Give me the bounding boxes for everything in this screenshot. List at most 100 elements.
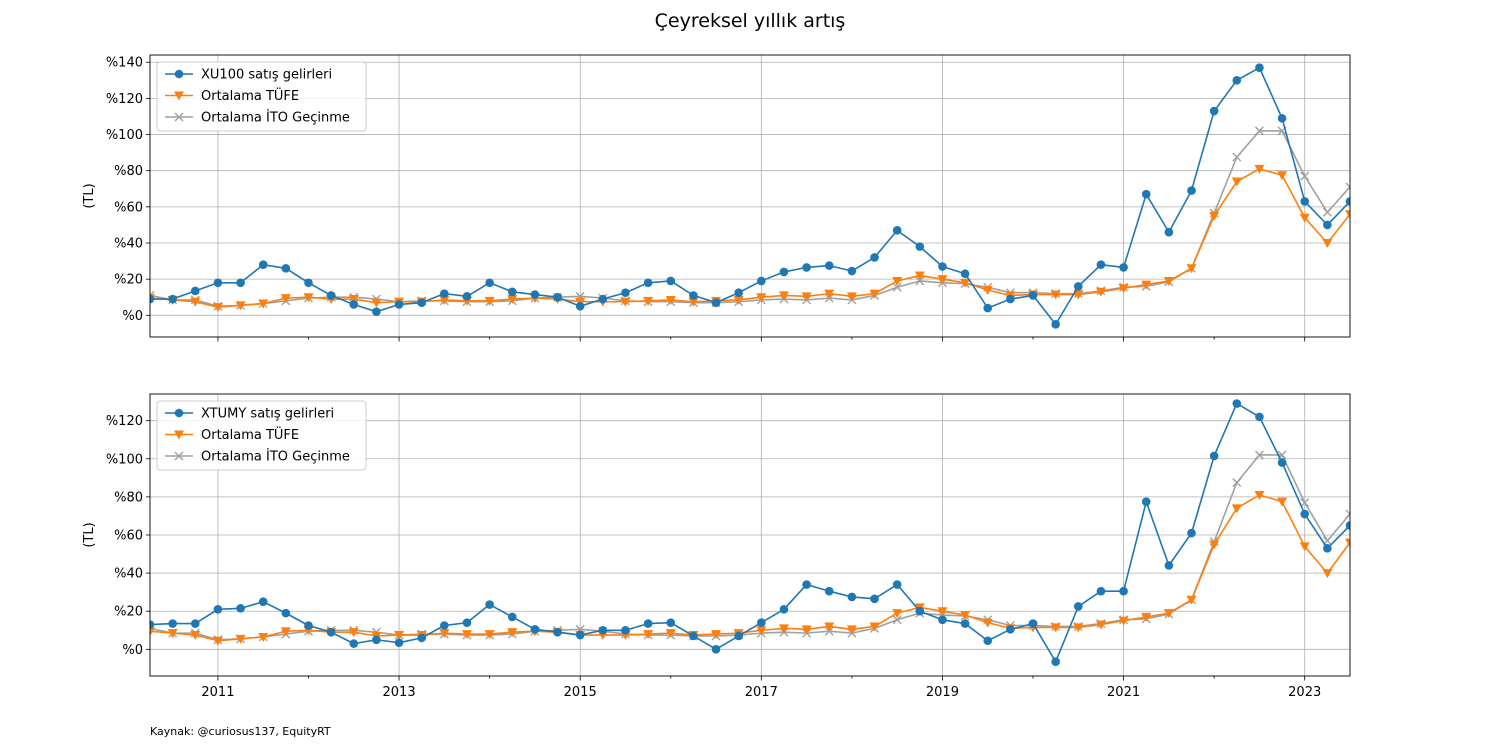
data-point [304,621,313,630]
data-point [1322,239,1333,248]
data-point [688,297,699,307]
legend-item: Ortalama TÜFE [165,87,299,104]
data-point [1095,620,1106,630]
data-point [440,621,449,630]
data-point [1096,586,1106,596]
legend-marker [174,408,184,418]
series-line [150,494,1350,642]
data-point [371,298,382,308]
data-point [779,267,789,277]
data-point [1096,260,1106,269]
data-point [870,253,879,262]
data-point [190,631,201,641]
bottom-chart-panel: %0%20%40%60%80%100%120(TL)2011 2013 2015 20… [82,393,1351,700]
data-point [915,276,925,286]
data-point [485,278,494,288]
data-point [1074,602,1083,611]
data-point [824,289,835,299]
legend-label: XTUMY satış gelirleri [201,407,334,422]
data-point [258,632,269,642]
data-point [983,303,993,313]
data-point [1050,623,1061,633]
data-point [530,290,540,299]
data-point [168,294,177,304]
data-point [711,645,721,654]
data-point [711,298,721,307]
plot-area [150,399,1350,667]
data-point [869,622,880,632]
y-tick-label: %0 [122,309,143,324]
data-point [150,627,155,637]
data-point [779,605,789,614]
data-point [621,625,630,635]
legend-box [156,400,367,471]
data-point [1209,106,1219,116]
legend-label: Ortalama İTO Geçinme [201,449,350,465]
legend-marker [174,451,184,461]
data-point [1006,625,1015,634]
legend-marker [174,91,184,101]
data-point [621,288,630,298]
data-point [665,295,676,305]
data-point [711,630,722,640]
data-point [1141,189,1151,199]
data-point [417,298,426,307]
data-point [507,628,518,638]
data-point [1118,284,1129,294]
data-point [304,278,313,288]
data-point [1028,619,1038,628]
data-point [394,631,405,641]
series-0 [150,63,1350,329]
legend-label: Ortalama İTO Geçinme [201,110,350,126]
data-point [824,586,834,596]
data-point [643,619,653,628]
data-point [1231,504,1242,514]
data-point [938,262,947,271]
data-point [349,300,359,309]
data-point [235,634,246,644]
data-point [757,276,766,286]
data-point [213,605,223,614]
data-point [757,618,766,627]
data-point [439,629,450,639]
data-point [847,266,857,276]
data-point [1141,280,1152,290]
data-point [1345,197,1350,206]
data-point [1300,171,1310,181]
data-point [575,630,585,640]
data-point [1164,227,1174,237]
series-1 [150,164,1350,313]
data-point [190,286,200,296]
data-point [1186,595,1197,605]
data-point [689,291,698,300]
y-axis: %0 %20 %40 %60 %80 %100 %120 (TL) [82,414,150,658]
data-point [1163,276,1174,286]
data-point [212,303,223,313]
data-point [1141,497,1151,506]
data-point [1073,290,1084,300]
x-tick-label: 2021 [1107,685,1140,700]
data-point [846,625,857,635]
data-point [1300,509,1310,519]
data-point [1323,544,1332,553]
data-point [824,261,834,270]
y-tick-label: %80 [114,490,143,505]
axes-frame [149,393,1351,677]
data-point [1186,264,1197,274]
data-point [1322,207,1332,217]
data-point [1232,76,1242,85]
data-point [1345,210,1350,220]
legend-item: XU100 satış gelirleri [165,68,332,83]
data-point [348,628,359,638]
data-point [982,286,993,295]
data-point [484,296,495,306]
data-point [598,294,608,304]
y-tick-label: %20 [114,273,143,288]
data-point [1006,294,1015,304]
data-point [938,615,947,625]
y-axis-label: (TL) [82,183,97,208]
legend-item: Ortalama İTO Geçinme [165,110,350,126]
data-point [1345,509,1350,519]
data-point [484,630,495,640]
